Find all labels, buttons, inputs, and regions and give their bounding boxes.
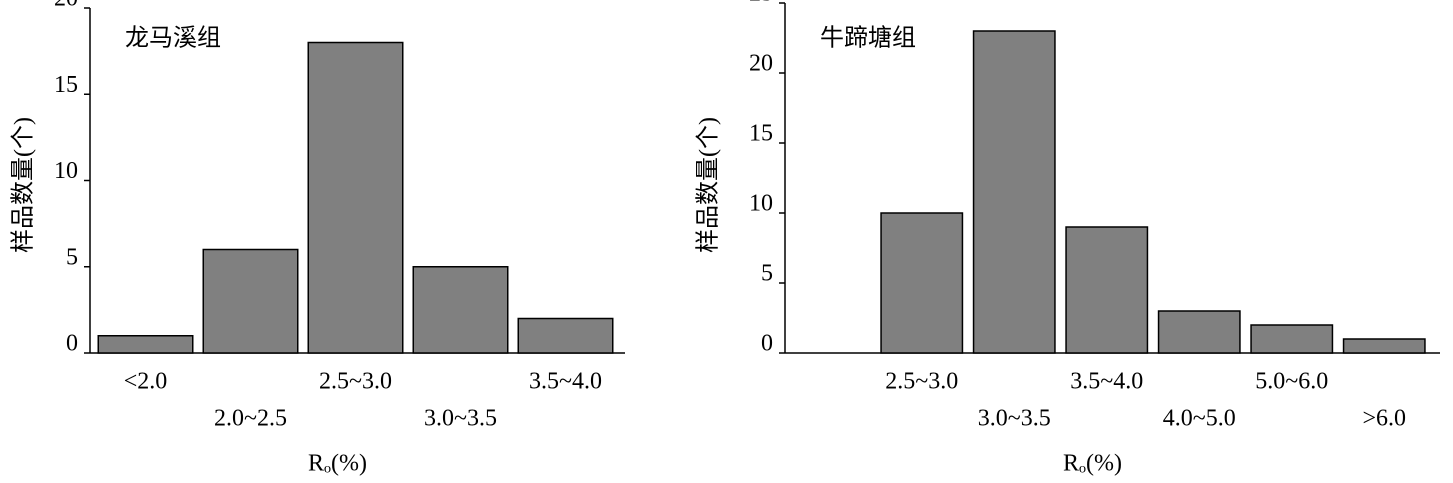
x-tick-label: 4.0~5.0 [1163, 406, 1236, 432]
y-tick-label: 15 [749, 121, 773, 147]
annotation: 牛蹄塘组 [820, 25, 916, 52]
x-tick-label: 3.0~3.5 [978, 406, 1051, 432]
bar [880, 212, 964, 354]
annotation: 龙马溪组 [125, 25, 221, 52]
y-tick-label: 5 [66, 244, 78, 270]
x-tick-label: 3.5~4.0 [529, 369, 602, 395]
y-tick-label: 25 [749, 0, 773, 7]
x-tick-label: 2.5~3.0 [885, 369, 958, 395]
y-tick-label: 20 [749, 51, 773, 77]
y-axis-label: 样品数量(个) [695, 117, 722, 253]
bar [1342, 338, 1426, 354]
bar [307, 41, 404, 354]
x-axis-label: Rₒ(%) [1063, 451, 1122, 477]
x-tick-label: >6.0 [1362, 406, 1406, 432]
y-tick-label: 20 [54, 0, 78, 12]
y-tick-label: 10 [54, 158, 78, 184]
bar [412, 266, 509, 354]
y-axis-label: 样品数量(个) [10, 117, 37, 253]
x-tick-label: 2.0~2.5 [214, 406, 287, 432]
x-axis-label: Rₒ(%) [308, 451, 367, 477]
y-tick-label: 10 [749, 191, 773, 217]
y-tick-label: 0 [66, 331, 78, 357]
bar [202, 248, 299, 354]
bar [97, 335, 194, 354]
x-tick-label: <2.0 [124, 369, 168, 395]
x-tick-label: 3.0~3.5 [424, 406, 497, 432]
bar [1157, 310, 1241, 354]
bar [972, 30, 1056, 354]
bar [1250, 324, 1334, 354]
y-tick-label: 0 [761, 331, 773, 357]
bar [1065, 226, 1149, 354]
x-tick-label: 3.5~4.0 [1070, 369, 1143, 395]
x-tick-label: 5.0~6.0 [1255, 369, 1328, 395]
x-tick-label: 2.5~3.0 [319, 369, 392, 395]
bar [517, 317, 614, 354]
y-tick-label: 15 [54, 72, 78, 98]
y-tick-label: 5 [761, 261, 773, 287]
